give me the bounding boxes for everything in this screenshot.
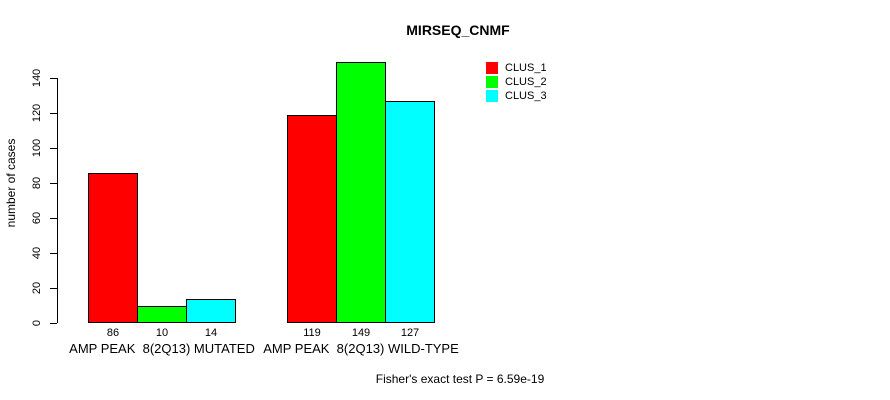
bar-clus_1-group1 [88, 172, 138, 323]
bar-value-label: 10 [155, 327, 169, 339]
y-tick [50, 183, 57, 184]
legend-item: CLUS_1 [486, 61, 547, 75]
y-tick-label: 100 [31, 138, 43, 158]
x-category-label: AMP PEAK 8(2Q13) MUTATED [69, 341, 255, 356]
legend-item: CLUS_2 [486, 75, 547, 89]
bar-value-label: 14 [204, 327, 218, 339]
bar-clus_3-group2 [385, 100, 435, 323]
bar-value-label: 149 [351, 327, 371, 339]
bar-value-label: 127 [400, 327, 420, 339]
y-tick [50, 148, 57, 149]
y-tick-label: 80 [31, 176, 43, 190]
legend-swatch-clus_2 [486, 76, 498, 88]
y-tick [50, 323, 57, 324]
y-tick [50, 113, 57, 114]
y-tick [50, 253, 57, 254]
y-tick-label: 140 [31, 68, 43, 88]
y-axis-line [57, 78, 58, 323]
bar-clus_2-group1 [137, 305, 187, 323]
y-tick [50, 218, 57, 219]
y-tick [50, 288, 57, 289]
legend: CLUS_1 CLUS_2 CLUS_3 [486, 61, 547, 103]
bar-value-label: 119 [303, 327, 321, 339]
legend-label: CLUS_2 [505, 76, 547, 88]
fisher-test-annotation: Fisher's exact test P = 6.59e-19 [375, 372, 545, 386]
bar-clus_1-group2 [287, 114, 337, 323]
legend-swatch-clus_3 [486, 90, 498, 102]
legend-label: CLUS_3 [505, 90, 547, 102]
legend-item: CLUS_3 [486, 89, 547, 103]
y-tick-label: 40 [31, 246, 43, 260]
chart-title: MIRSEQ_CNMF [406, 22, 510, 38]
bar-value-label: 86 [106, 327, 120, 339]
y-tick-label: 20 [31, 281, 43, 295]
y-axis-label: number of cases [4, 138, 18, 228]
y-tick-label: 0 [31, 319, 43, 327]
y-tick-label: 120 [31, 103, 43, 123]
bar-clus_2-group2 [336, 62, 386, 323]
bar-clus_3-group1 [186, 298, 236, 323]
x-category-label: AMP PEAK 8(2Q13) WILD-TYPE [263, 341, 459, 356]
legend-swatch-clus_1 [486, 62, 498, 74]
legend-label: CLUS_1 [505, 62, 547, 74]
y-tick-label: 60 [31, 211, 43, 225]
y-tick [50, 78, 57, 79]
